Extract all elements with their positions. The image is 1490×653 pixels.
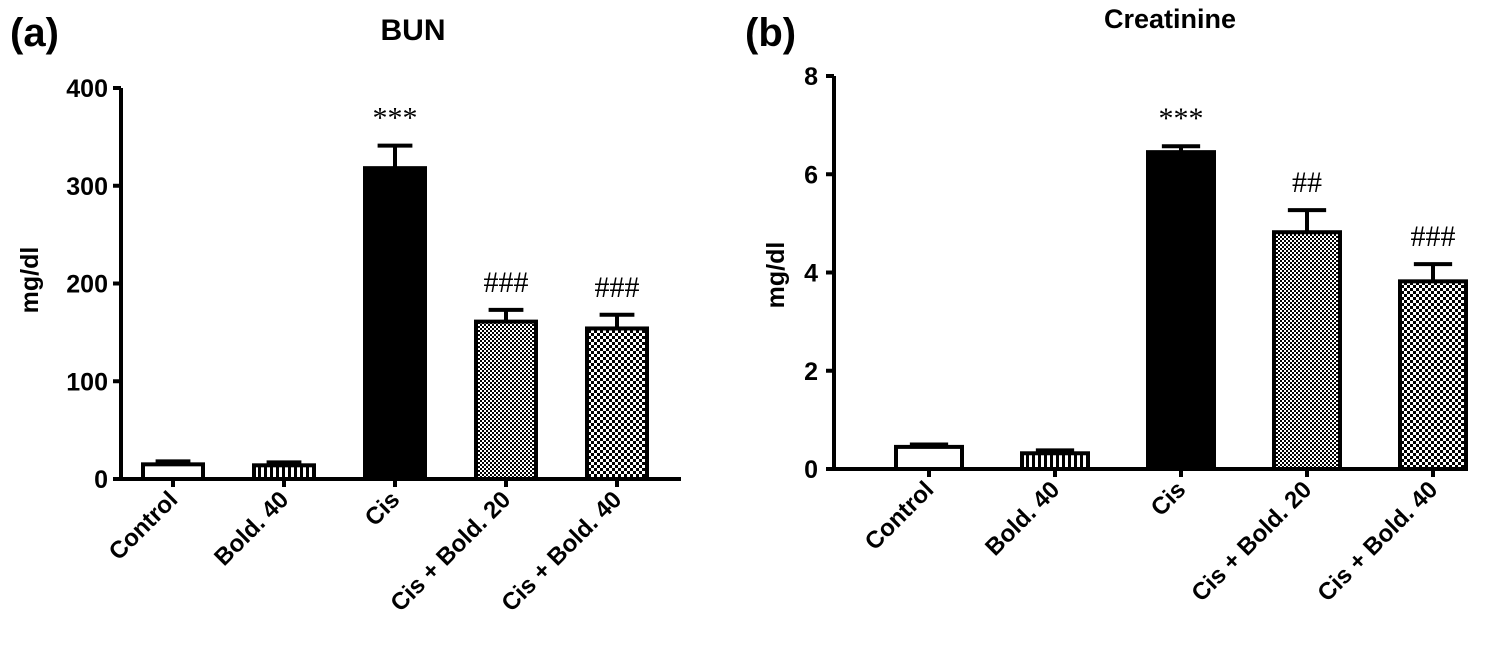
- chart-title: BUN: [381, 14, 446, 47]
- significance-annotation: ###: [1411, 220, 1456, 253]
- bar: [1146, 150, 1216, 472]
- significance-annotation: ***: [373, 102, 418, 135]
- y-tick-label: 4: [804, 260, 818, 288]
- y-tick-label: 300: [66, 173, 108, 201]
- bar: [585, 326, 649, 481]
- bar: [363, 166, 427, 481]
- y-tick-label: 0: [94, 466, 108, 494]
- x-tick-label: Cis: [1146, 476, 1192, 522]
- significance-annotation: ###: [595, 271, 640, 304]
- bar: [141, 462, 205, 481]
- y-tick-label: 6: [804, 161, 818, 189]
- panel-label: (b): [745, 11, 796, 55]
- y-tick-label: 0: [804, 456, 818, 484]
- x-tick-label: Control: [104, 486, 183, 565]
- significance-annotation: ###: [484, 266, 529, 299]
- chart-panel-b: (b) Creatinine mg/dl 0 2 4 6 8 Control Bold. 4…: [745, 4, 1468, 607]
- bar: [252, 463, 316, 482]
- y-axis-label: mg/dl: [16, 247, 44, 314]
- y-tick-label: 400: [66, 75, 108, 103]
- bar: [474, 319, 538, 481]
- chart-title: Creatinine: [1104, 4, 1236, 34]
- x-tick-label: Cis + Bold. 40: [1312, 476, 1443, 607]
- y-tick-label: 8: [804, 63, 818, 91]
- bar: [1272, 230, 1342, 471]
- y-tick-label: 2: [804, 358, 818, 386]
- y-tick-label: 200: [66, 271, 108, 299]
- bar: [894, 444, 964, 471]
- bar: [1020, 451, 1090, 471]
- y-tick-label: 100: [66, 368, 108, 396]
- y-axis-label: mg/dl: [762, 242, 790, 309]
- x-tick-label: Cis + Bold. 40: [496, 486, 627, 617]
- chart-panel-a: (a) BUN mg/dl 0 100 200 300 400 Control Bold. …: [10, 11, 681, 617]
- x-tick-label: Cis + Bold. 20: [1186, 476, 1317, 607]
- x-tick-label: Control: [860, 476, 939, 555]
- significance-annotation: ***: [1159, 102, 1204, 135]
- bars: *** ### ###: [141, 102, 649, 482]
- x-tick-label: Bold. 40: [980, 476, 1065, 561]
- bar: [1398, 279, 1468, 471]
- bars: ***#####: [894, 102, 1468, 472]
- x-tick-label: Bold. 40: [209, 486, 294, 571]
- x-tick-label: Cis: [360, 486, 406, 532]
- significance-annotation: ##: [1292, 166, 1322, 199]
- panel-label: (a): [10, 11, 59, 55]
